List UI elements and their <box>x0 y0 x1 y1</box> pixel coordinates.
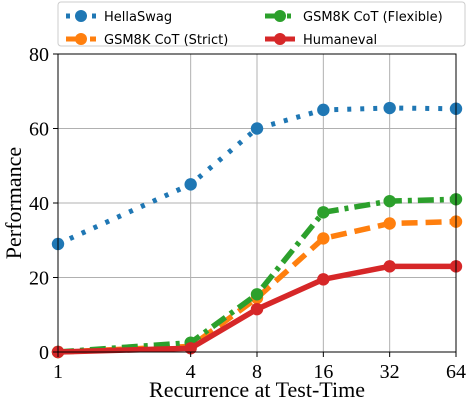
series-group <box>51 101 463 359</box>
data-point <box>383 194 396 208</box>
legend-label: Humaneval <box>303 33 377 48</box>
legend-label: GSM8K CoT (Strict) <box>104 33 228 48</box>
x-axis-label: Recurrence at Test-Time <box>149 377 365 402</box>
data-point <box>383 217 396 230</box>
legend-item: Humaneval <box>265 33 377 48</box>
data-point <box>383 101 396 115</box>
legend-label: HellaSwag <box>104 10 172 25</box>
x-tick-label: 32 <box>380 361 400 383</box>
y-axis-label: Performance <box>1 147 26 259</box>
y-tick-label: 80 <box>29 44 49 66</box>
axis-ticks: 1 4 8 16 32 64 0 20 40 60 80 <box>29 44 466 383</box>
legend-box <box>57 1 466 47</box>
legend-marker <box>274 33 286 45</box>
legend-item: GSM8K CoT (Flexible) <box>265 10 443 25</box>
legend-label: GSM8K CoT (Flexible) <box>303 10 443 25</box>
y-tick-label: 0 <box>39 342 49 364</box>
series-humaneval <box>51 260 463 359</box>
data-point <box>250 122 264 135</box>
y-tick-label: 20 <box>29 268 49 290</box>
data-point <box>250 288 264 301</box>
series-line <box>56 105 457 247</box>
x-tick-label: 64 <box>446 361 466 383</box>
data-point <box>317 206 330 219</box>
data-point <box>184 342 197 355</box>
x-tick-label: 16 <box>313 361 333 383</box>
data-point <box>250 302 264 316</box>
legend-item: HellaSwag <box>66 10 172 25</box>
legend-marker <box>274 10 286 22</box>
series-line <box>57 196 457 355</box>
legend-marker <box>75 33 87 45</box>
x-tick-label: 1 <box>53 361 63 383</box>
data-point <box>317 103 330 117</box>
series-line <box>57 263 456 355</box>
legend-marker <box>75 10 87 22</box>
data-point <box>184 178 197 191</box>
legend: HellaSwag GSM8K CoT (Strict) GSM8K CoT (Fl… <box>57 1 466 48</box>
legend-item: GSM8K CoT (Strict) <box>66 33 228 48</box>
data-point <box>317 232 330 245</box>
y-tick-label: 60 <box>29 119 49 141</box>
data-point <box>383 260 396 273</box>
x-tick-label: 8 <box>252 361 262 383</box>
x-tick-label: 4 <box>186 361 196 383</box>
y-tick-label: 40 <box>29 193 49 215</box>
data-point <box>317 273 330 286</box>
series-hellaswag <box>51 101 463 251</box>
